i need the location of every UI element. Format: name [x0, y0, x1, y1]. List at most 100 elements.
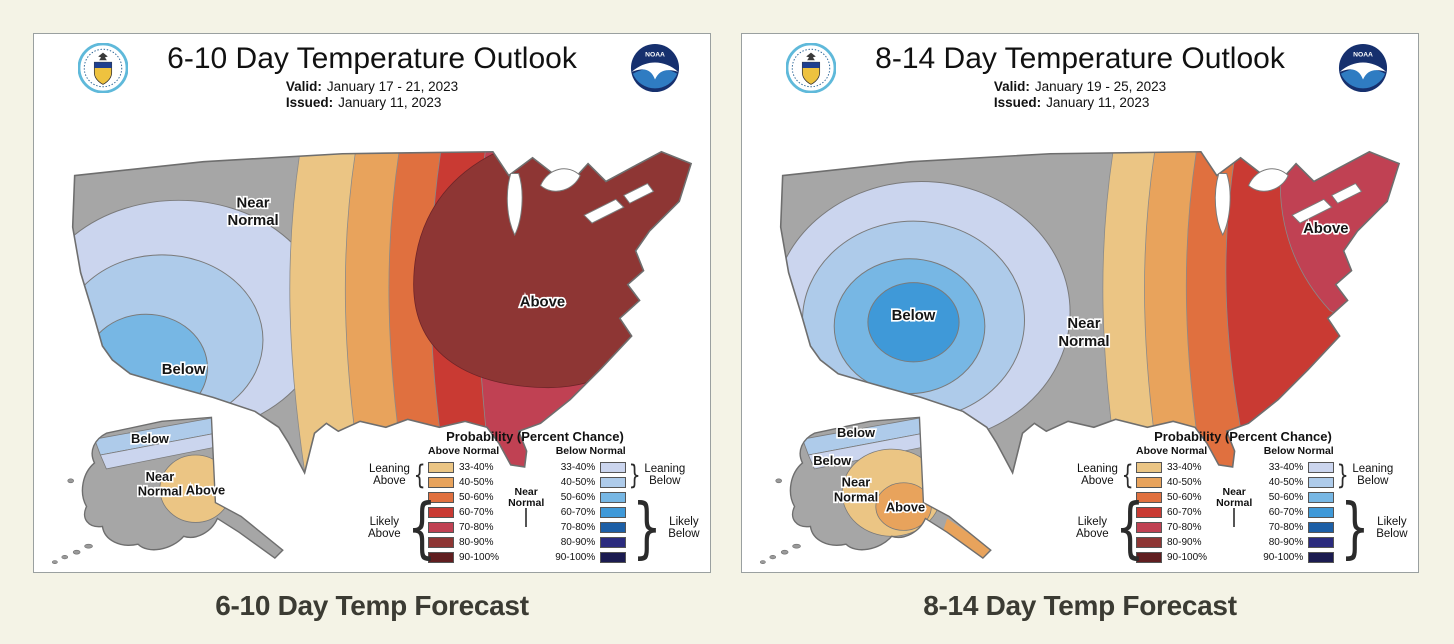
color-swatch [600, 492, 627, 503]
color-swatch [428, 507, 454, 518]
noaa-logo-text: NOAA [645, 51, 665, 58]
below-map-label: Below [892, 308, 936, 324]
range-label: 60-70% [1167, 507, 1202, 518]
color-swatch [428, 492, 454, 503]
range-label: 70-80% [459, 522, 494, 533]
leaning-above-group: Leaning Above { [368, 459, 428, 491]
title-block: 6-10 Day Temperature Outlook Valid: Janua… [34, 34, 710, 112]
color-swatch [1136, 522, 1162, 533]
below-map-label: Below [162, 362, 206, 378]
issued-line: Issued: January 11, 2023 [994, 95, 1166, 111]
alaska-below-label: Below [837, 425, 876, 440]
legend-row: 40-50% [1263, 475, 1335, 490]
alaska-near-normal-label: Near [146, 469, 175, 484]
legend-row: 60-70% [1263, 505, 1335, 520]
panel-header: 6-10 Day Temperature Outlook Valid: Janua… [34, 34, 710, 124]
legend-title: Probability (Percent Chance) [1154, 429, 1332, 444]
color-swatch [428, 537, 454, 548]
issue-lines: Valid: January 19 - 25, 2023 Issued: Janua… [994, 79, 1166, 111]
outlook-panel-8-14: 8-14 Day Temperature Outlook Valid: Janua… [741, 33, 1419, 573]
leaning-below-brace: } [628, 459, 641, 491]
legend-row: 40-50% [428, 475, 499, 490]
probability-legend: Probability (Percent Chance) Leaning Abo… [1076, 429, 1410, 567]
legend-row: 80-90% [1136, 535, 1207, 550]
issue-lines: Valid: January 17 - 21, 2023 Issued: Janua… [286, 79, 458, 111]
captions: 6-10 Day Temp Forecast 8-14 Day Temp For… [33, 590, 1421, 622]
legend-row: 33-40% [428, 460, 499, 475]
legend-row: 90-100% [428, 550, 499, 565]
legend-body: Leaning Above { Likely Above { Above Nor… [1076, 445, 1410, 567]
legend-row: 90-100% [555, 550, 627, 565]
likely-below-group: } Likely Below [626, 489, 700, 566]
leaning-below-label: Leaning Below [644, 463, 686, 487]
leaning-above-group: Leaning Above { [1076, 459, 1136, 491]
legend-row: 50-60% [428, 490, 499, 505]
panel-header: 8-14 Day Temperature Outlook Valid: Janua… [742, 34, 1418, 124]
outlook-panels: 6-10 Day Temperature Outlook Valid: Janua… [33, 33, 1421, 573]
color-swatch [600, 507, 627, 518]
lake-erie [1291, 198, 1333, 224]
temperature-outlook-map-6-10: Near Normal Below Above Belo [51, 150, 693, 564]
alaska-near-normal-label: Near [842, 475, 871, 490]
lake-ontario [1330, 182, 1363, 204]
legend-row: 50-60% [1136, 490, 1207, 505]
leaning-above-brace: { [413, 459, 426, 491]
legend-row: 80-90% [428, 535, 499, 550]
below-normal-header: Below Normal [555, 445, 626, 457]
issued-value: January 11, 2023 [338, 95, 442, 110]
color-swatch [1308, 522, 1335, 533]
leaning-below-brace: } [1336, 459, 1349, 491]
legend-row: 70-80% [1136, 520, 1207, 535]
range-label: 33-40% [459, 462, 494, 473]
likely-below-brace: } [1340, 489, 1370, 566]
below-rows: 33-40% 40-50% 50-60% 60-70% 70-80% 80-90… [1263, 460, 1335, 565]
range-label: 40-50% [560, 477, 596, 488]
noaa-logo-icon: NOAA [1338, 43, 1388, 93]
legend-below-brackets: } Leaning Below } Likely Below [626, 445, 700, 567]
below-normal-header: Below Normal [1263, 445, 1334, 457]
range-label: 70-80% [1268, 522, 1304, 533]
near-normal-swatch [525, 508, 528, 527]
lake-ontario [622, 182, 655, 204]
color-swatch [1136, 552, 1162, 563]
probability-legend: Probability (Percent Chance) Leaning Abo… [368, 429, 702, 567]
legend-above-column: Above Normal 33-40% 40-50% 50-60% 60-70%… [428, 445, 499, 565]
color-swatch [600, 477, 627, 488]
likely-above-group: Likely Above { [1076, 489, 1144, 566]
above-normal-header: Above Normal [428, 445, 500, 457]
valid-line: Valid: January 19 - 25, 2023 [994, 79, 1166, 95]
near-normal-swatch [1233, 508, 1236, 527]
likely-below-group: } Likely Below [1334, 489, 1408, 566]
likely-above-label: Likely Above [1076, 515, 1109, 540]
dept-of-commerce-seal-icon [78, 43, 128, 93]
legend-below-column: Below Normal 33-40% 40-50% 50-60% 60-70%… [1263, 445, 1335, 565]
near-normal-map-label: Near [1067, 316, 1100, 332]
leaning-above-brace: { [1121, 459, 1134, 491]
range-label: 40-50% [1167, 477, 1202, 488]
issued-label: Issued: [285, 95, 334, 110]
color-swatch [600, 537, 627, 548]
range-label: 50-60% [459, 492, 494, 503]
legend-above-brackets: Leaning Above { Likely Above { [1076, 445, 1144, 567]
legend-row: 60-70% [428, 505, 499, 520]
legend-below-column: Below Normal 33-40% 40-50% 50-60% 60-70%… [555, 445, 627, 565]
valid-value: January 19 - 25, 2023 [1034, 79, 1167, 94]
likely-above-brace: { [1114, 489, 1145, 566]
dept-of-commerce-seal-icon [786, 43, 836, 93]
color-swatch [428, 462, 454, 473]
issued-line: Issued: January 11, 2023 [286, 95, 458, 111]
color-swatch [428, 477, 454, 488]
color-swatch [1308, 462, 1335, 473]
legend-near-normal: Near Normal [499, 445, 553, 527]
noaa-logo-icon: NOAA [630, 43, 680, 93]
map-title: 6-10 Day Temperature Outlook [167, 42, 577, 75]
valid-line: Valid: January 17 - 21, 2023 [286, 79, 458, 95]
legend-row: 50-60% [555, 490, 627, 505]
legend-row: 33-40% [1263, 460, 1335, 475]
legend-above-brackets: Leaning Above { Likely Above { [368, 445, 436, 567]
leaning-above-label: Leaning Above [1076, 463, 1118, 487]
legend-row: 33-40% [555, 460, 627, 475]
alaska-below-label: Below [131, 431, 170, 446]
map-area-8-14: Below Near Normal Above [742, 124, 1418, 570]
